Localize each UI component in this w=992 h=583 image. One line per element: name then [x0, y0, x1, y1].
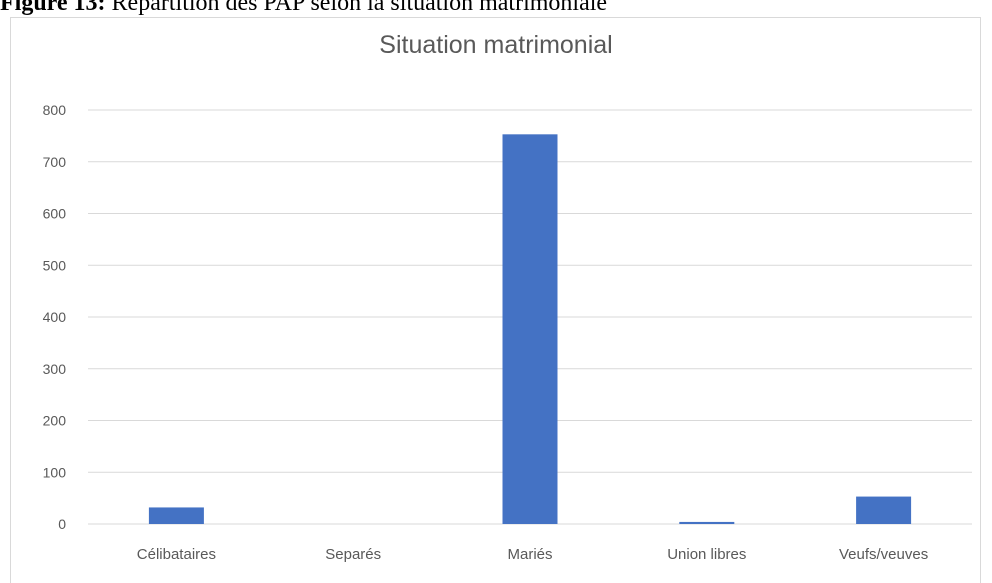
y-tick-label: 200: [43, 413, 67, 429]
x-axis-labels: Célibataires Separés Mariés Union libres Veu…: [137, 546, 928, 563]
y-tick-label: 100: [43, 464, 67, 480]
y-tick-label: 300: [43, 361, 67, 377]
chart-frame: [10, 17, 981, 583]
y-tick-label: 800: [43, 102, 67, 118]
y-tick-label: 700: [43, 154, 67, 170]
figure-caption: Figure 13: Répartition des PAP selon la …: [0, 0, 992, 18]
figure-caption-text: Répartition des PAP selon la situation m…: [111, 0, 608, 16]
x-tick-label: Célibataires: [137, 546, 216, 563]
y-tick-label: 0: [58, 516, 66, 532]
chart-title: Situation matrimonial: [379, 31, 612, 59]
y-tick-label: 600: [43, 206, 67, 222]
y-tick-label: 500: [43, 257, 67, 273]
bar: [148, 507, 204, 524]
bar: [856, 496, 912, 524]
bar: [679, 521, 735, 524]
y-axis-ticks: 0 100 200 300 400 500 600 700 800: [43, 102, 67, 532]
y-tick-label: 400: [43, 309, 67, 325]
x-tick-label: Veufs/veuves: [839, 546, 928, 563]
bars: [148, 134, 912, 524]
figure-caption-label: Figure 13:: [0, 0, 106, 16]
bar: [502, 134, 558, 524]
x-tick-label: Mariés: [507, 546, 552, 563]
x-tick-label: Union libres: [667, 546, 746, 563]
x-tick-label: Separés: [325, 546, 381, 563]
